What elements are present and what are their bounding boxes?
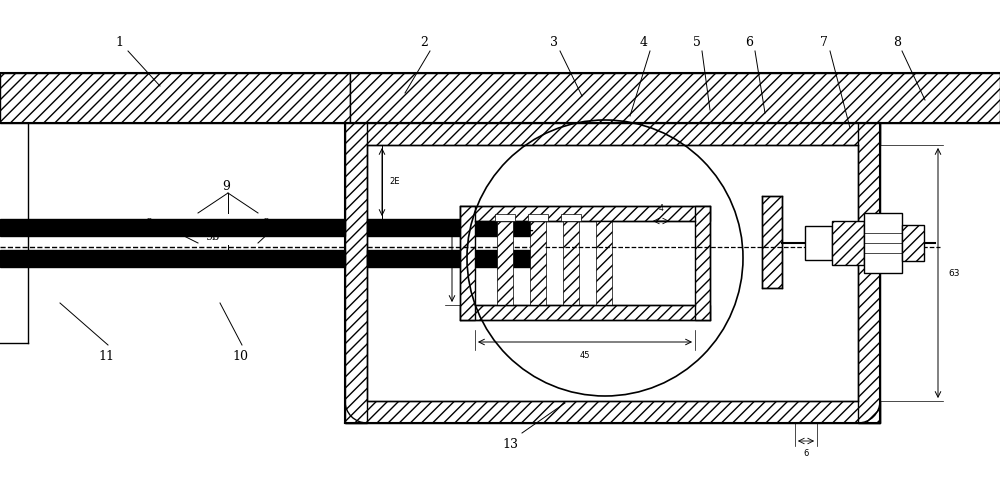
Text: +: + <box>525 226 535 236</box>
Bar <box>0 219 345 236</box>
Text: 3: 3 <box>550 36 558 49</box>
Bar <box>596 221 612 305</box>
Text: 2: 2 <box>420 36 428 49</box>
Bar <box>345 123 367 423</box>
Bar <box>864 213 902 273</box>
Text: 10: 10 <box>232 350 248 363</box>
Bar <box>762 196 782 288</box>
Bar <box>530 221 546 305</box>
Bar <box>695 206 710 320</box>
Text: 11: 11 <box>98 350 114 363</box>
Bar <box>0 73 350 123</box>
Text: 13: 13 <box>502 438 518 451</box>
Bar <box>0 250 345 267</box>
Bar <box>345 123 880 145</box>
Text: 4: 4 <box>640 36 648 49</box>
Bar <box>367 219 545 236</box>
Bar <box>460 206 475 320</box>
Text: 63: 63 <box>948 269 960 278</box>
Bar <box>563 221 579 305</box>
Text: 6: 6 <box>803 448 809 457</box>
Bar <box>345 401 880 423</box>
Bar <box>497 221 513 305</box>
Bar <box>495 214 515 221</box>
Bar <box>367 250 545 267</box>
Text: 7: 7 <box>820 36 828 49</box>
Text: 9b: 9b <box>205 232 219 242</box>
Text: 1: 1 <box>115 36 123 49</box>
Text: 9a: 9a <box>145 218 159 228</box>
Text: 4: 4 <box>659 204 663 213</box>
Text: 45: 45 <box>580 350 590 359</box>
Text: 6: 6 <box>745 36 753 49</box>
Text: 9c: 9c <box>262 218 275 228</box>
Bar <box>460 305 710 320</box>
Text: 9: 9 <box>222 180 230 193</box>
Bar <box>460 206 710 221</box>
Bar <box>350 73 1000 123</box>
Bar <box>561 214 581 221</box>
Text: 12: 12 <box>420 259 430 268</box>
Text: 8: 8 <box>893 36 901 49</box>
Bar <box>528 214 548 221</box>
Text: 2E: 2E <box>389 177 400 186</box>
Bar <box>858 123 880 423</box>
Bar <box>832 221 864 265</box>
Bar <box>902 225 924 261</box>
Text: 5: 5 <box>693 36 701 49</box>
Bar <box>805 226 832 260</box>
